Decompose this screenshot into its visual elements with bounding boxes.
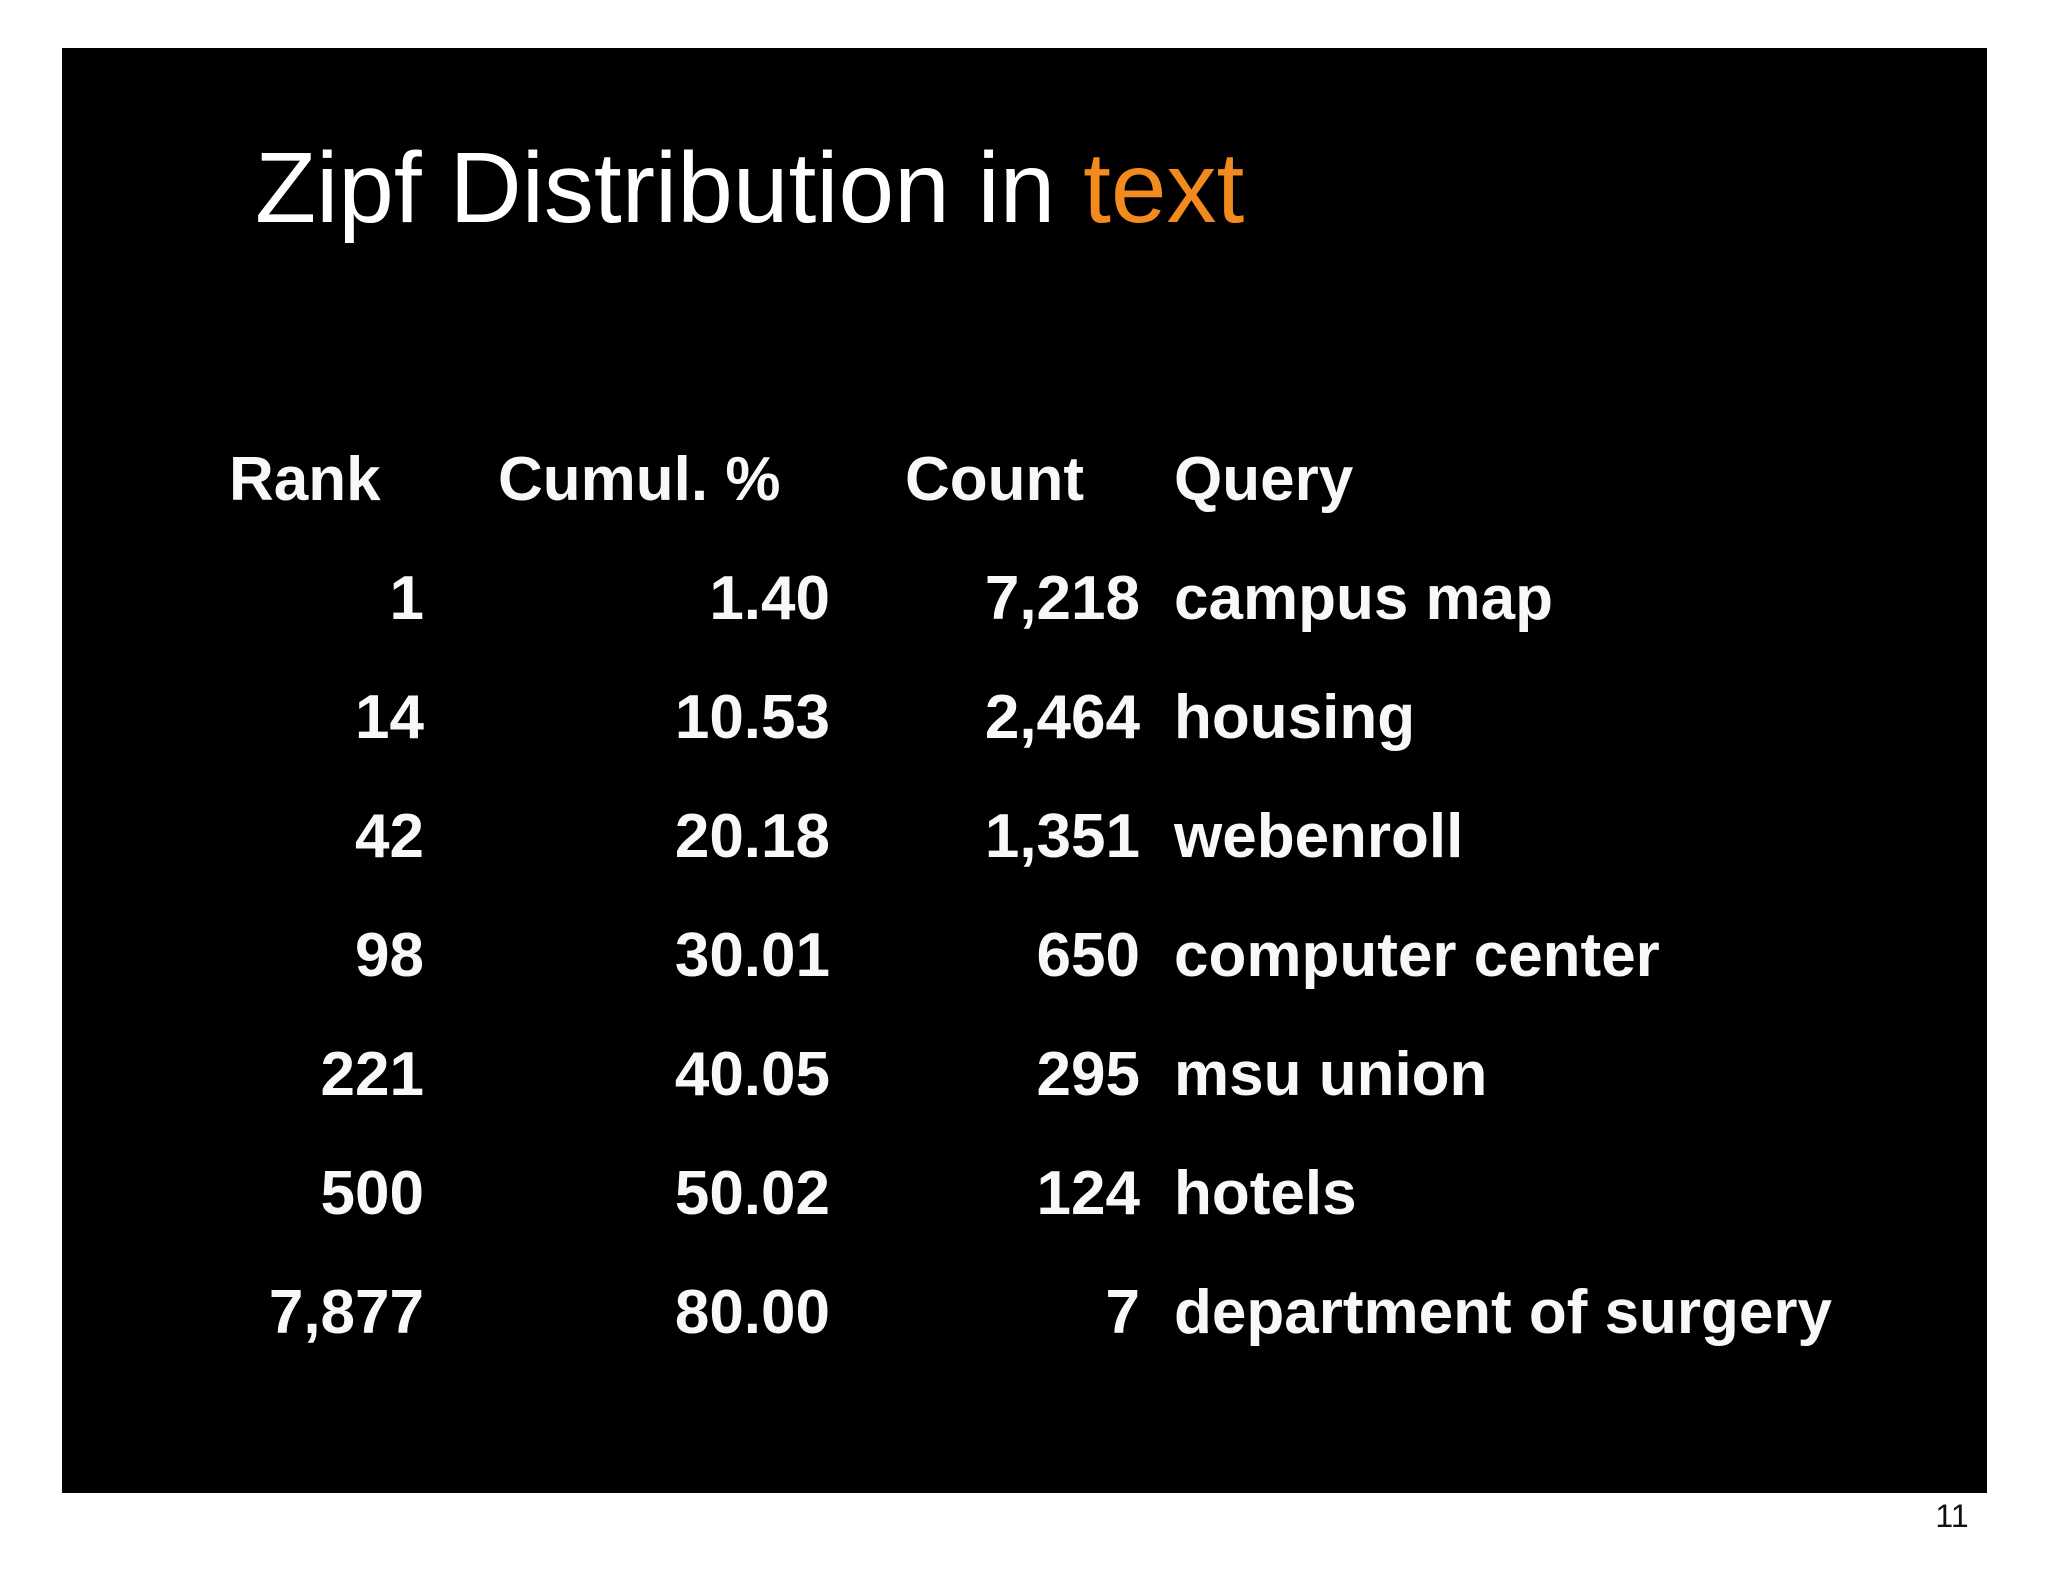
rank-cell: 7,877	[268, 1278, 424, 1347]
query-cell: campus map	[1174, 564, 1554, 633]
query-cell: housing	[1174, 683, 1416, 752]
cumul-cell: 30.01	[674, 921, 830, 990]
column-header-rank: Rank	[229, 445, 381, 514]
rank-cell: 42	[355, 802, 424, 871]
column-header-cumul: Cumul. %	[498, 445, 781, 514]
rank-cell: 98	[355, 921, 424, 990]
cumul-cell: 80.00	[674, 1278, 830, 1347]
query-cell: webenroll	[1174, 802, 1464, 871]
cumul-cell: 1.40	[709, 564, 830, 633]
slide-title-main: Zipf Distribution in	[255, 132, 1084, 244]
rank-cell: 221	[320, 1040, 424, 1109]
slide-title: Zipf Distribution in text	[255, 131, 1244, 246]
cumul-cell: 50.02	[674, 1159, 830, 1228]
rank-cell: 500	[320, 1159, 424, 1228]
count-cell: 7	[1105, 1278, 1140, 1347]
rank-cell: 1	[389, 564, 424, 633]
count-cell: 7,218	[984, 564, 1140, 633]
page-number: 11	[1935, 1498, 1969, 1534]
column-header-query: Query	[1174, 445, 1354, 514]
slide-canvas: Zipf Distribution in text Rank Cumul. % …	[62, 48, 1987, 1493]
count-cell: 2,464	[984, 683, 1140, 752]
rank-cell: 14	[355, 683, 424, 752]
zipf-table: Rank Cumul. % Count Query 1 1.40 7,218 c…	[229, 420, 1900, 1372]
slide-title-highlight: text	[1083, 132, 1245, 244]
cumul-cell: 20.18	[674, 802, 830, 871]
query-cell: department of surgery	[1174, 1278, 1833, 1347]
count-cell: 295	[1036, 1040, 1140, 1109]
query-cell: msu union	[1174, 1040, 1488, 1109]
count-cell: 1,351	[984, 802, 1140, 871]
cumul-cell: 10.53	[674, 683, 830, 752]
count-cell: 650	[1036, 921, 1140, 990]
column-header-count: Count	[905, 445, 1085, 514]
cumul-cell: 40.05	[674, 1040, 830, 1109]
count-cell: 124	[1036, 1159, 1140, 1228]
query-cell: computer center	[1174, 921, 1660, 990]
query-cell: hotels	[1174, 1159, 1357, 1228]
